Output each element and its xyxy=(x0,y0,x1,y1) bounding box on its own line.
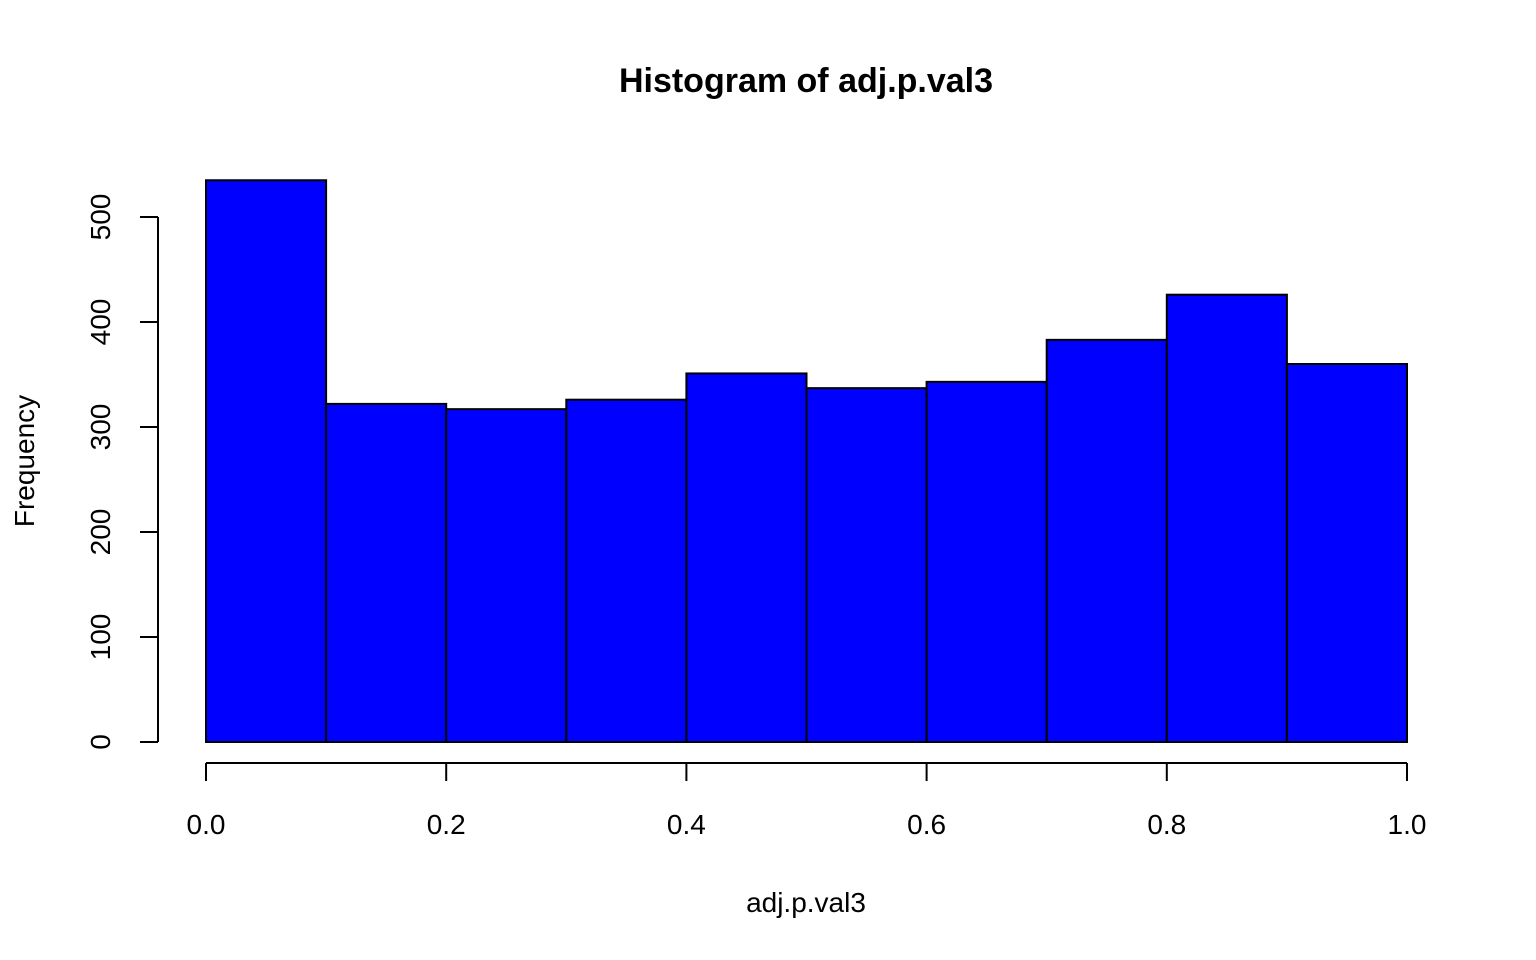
y-axis-label: Frequency xyxy=(9,395,40,527)
x-axis-label: adj.p.val3 xyxy=(746,887,866,918)
histogram-bar xyxy=(565,398,688,743)
x-tick-label: 1.0 xyxy=(1388,809,1427,840)
histogram-bar xyxy=(205,179,328,743)
x-axis: 0.0 0.2 0.4 0.6 0.8 1.0 xyxy=(187,762,1427,840)
histogram-bars xyxy=(205,179,1409,743)
y-tick-label: 300 xyxy=(85,404,116,451)
histogram-bar xyxy=(685,372,808,743)
x-tick-label: 0.0 xyxy=(187,809,226,840)
x-tick-label: 0.8 xyxy=(1147,809,1186,840)
histogram-bar xyxy=(805,387,928,743)
y-tick-label: 400 xyxy=(85,299,116,346)
histogram-bar xyxy=(1165,293,1288,743)
y-tick-label: 100 xyxy=(85,614,116,661)
chart-title: Histogram of adj.p.val3 xyxy=(619,62,993,100)
histogram-bar xyxy=(1285,363,1409,743)
histogram-bar xyxy=(925,380,1048,743)
y-tick-label: 0 xyxy=(85,734,116,750)
histogram-bar xyxy=(325,402,448,743)
histogram-bar xyxy=(1045,338,1168,743)
y-tick-label: 500 xyxy=(85,194,116,241)
histogram-bar xyxy=(445,408,568,743)
y-axis: 0 100 200 300 400 500 xyxy=(85,194,159,750)
x-tick-label: 0.6 xyxy=(907,809,946,840)
x-tick-label: 0.4 xyxy=(667,809,706,840)
x-tick-label: 0.2 xyxy=(427,809,466,840)
y-tick-label: 200 xyxy=(85,509,116,556)
